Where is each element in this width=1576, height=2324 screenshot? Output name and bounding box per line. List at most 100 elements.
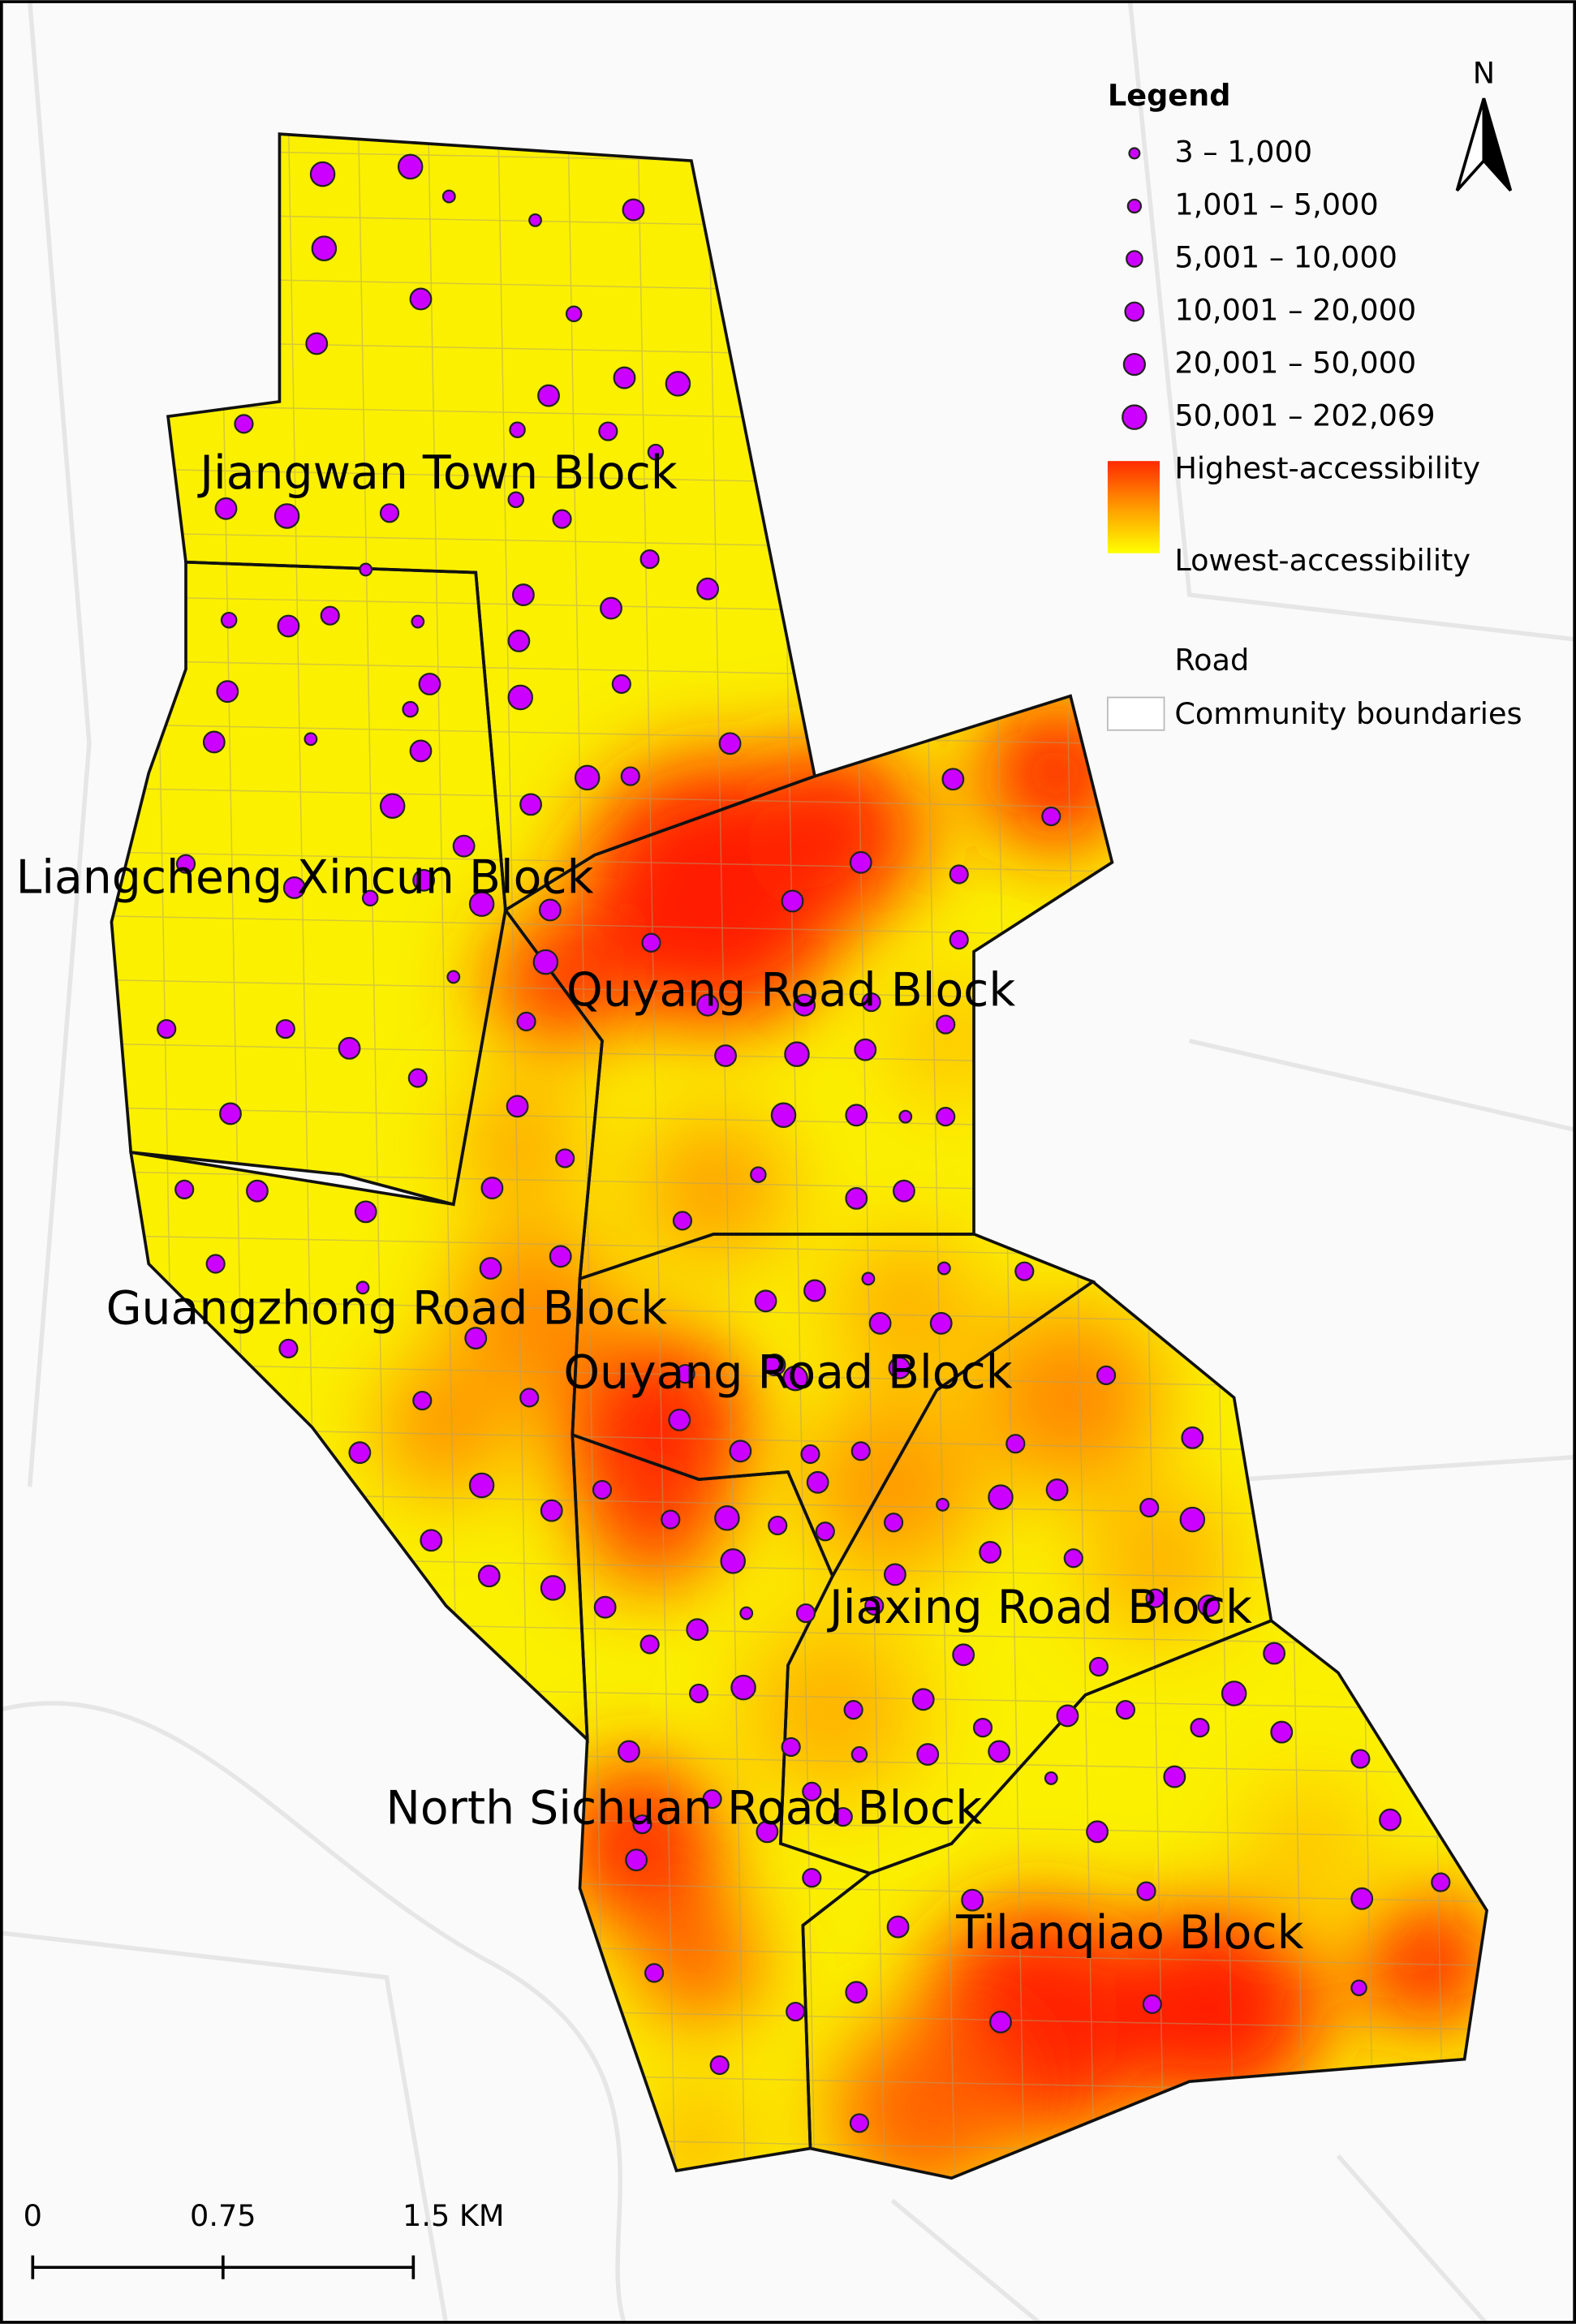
poi bbox=[409, 739, 433, 763]
heat-blob bbox=[639, 1115, 788, 1264]
poi bbox=[598, 421, 618, 441]
poi bbox=[1263, 1642, 1286, 1665]
poi bbox=[800, 1444, 820, 1465]
poi bbox=[509, 421, 526, 438]
poi bbox=[468, 1472, 495, 1499]
poi bbox=[464, 1327, 488, 1350]
poi bbox=[714, 1505, 740, 1531]
poi bbox=[883, 1563, 906, 1586]
poi bbox=[784, 1041, 810, 1067]
poi bbox=[507, 491, 524, 509]
poi bbox=[815, 1521, 835, 1542]
poi bbox=[845, 1186, 868, 1210]
poi bbox=[888, 1356, 911, 1379]
poi bbox=[1350, 1749, 1371, 1769]
poi bbox=[781, 1737, 801, 1758]
poi bbox=[1056, 1704, 1079, 1728]
poi bbox=[1139, 1497, 1160, 1518]
poi bbox=[552, 509, 572, 529]
poi bbox=[849, 2113, 870, 2133]
poi bbox=[1190, 1718, 1210, 1738]
legend-high: Highest-accessibility bbox=[1174, 451, 1480, 486]
poi bbox=[886, 1915, 910, 1939]
legend: Legend Highest-accessibility Lowest-acce… bbox=[1106, 78, 1522, 731]
poi bbox=[379, 503, 400, 523]
poi bbox=[782, 1365, 808, 1392]
poi bbox=[861, 1272, 876, 1286]
poi bbox=[304, 732, 318, 747]
poi bbox=[220, 611, 238, 629]
poi bbox=[868, 1311, 892, 1335]
poi bbox=[613, 366, 636, 389]
legend-title: Legend bbox=[1108, 78, 1231, 113]
poi bbox=[756, 1820, 779, 1844]
block-labels: Jiangwan Town Block Liangcheng Xincun Bl… bbox=[16, 446, 1304, 1960]
poi bbox=[320, 605, 340, 626]
poi bbox=[1044, 1771, 1058, 1785]
poi bbox=[1431, 1872, 1451, 1892]
legend-class: 20,001 – 50,000 bbox=[1174, 346, 1416, 381]
poi bbox=[234, 414, 254, 434]
north-label: N bbox=[1473, 55, 1495, 90]
poi bbox=[665, 371, 691, 397]
poi bbox=[861, 992, 881, 1013]
poi bbox=[477, 1564, 501, 1588]
poi bbox=[214, 497, 238, 520]
poi bbox=[833, 1806, 853, 1827]
poi bbox=[593, 1595, 617, 1619]
poi bbox=[540, 1499, 563, 1522]
poi bbox=[754, 1289, 777, 1313]
poi bbox=[538, 898, 562, 922]
poi bbox=[639, 549, 660, 570]
block-label: Guangzhong Road Block bbox=[106, 1282, 668, 1336]
poi bbox=[730, 1674, 756, 1701]
poi bbox=[537, 384, 560, 407]
heat-blob bbox=[1360, 1896, 1488, 2030]
poi bbox=[506, 1095, 529, 1118]
poi bbox=[696, 577, 719, 600]
block-label: Tilanqiao Block bbox=[955, 1906, 1303, 1960]
poi bbox=[361, 889, 379, 907]
poi bbox=[157, 1018, 177, 1039]
poi bbox=[1179, 1506, 1206, 1533]
poi bbox=[397, 153, 424, 180]
poi bbox=[407, 1068, 428, 1088]
heat-blob bbox=[1248, 1784, 1368, 1904]
poi bbox=[205, 1254, 226, 1274]
poi bbox=[675, 1363, 695, 1384]
poi bbox=[574, 764, 601, 791]
north-arrow: N bbox=[1455, 55, 1513, 192]
block-label: Jiaxing Road Block bbox=[827, 1581, 1252, 1634]
block-label: Liangcheng Xincun Block bbox=[16, 850, 594, 904]
legend-road: Road bbox=[1174, 643, 1249, 678]
poi bbox=[219, 1102, 242, 1125]
poi bbox=[412, 868, 436, 892]
heat-blob bbox=[743, 1620, 922, 1800]
scale-label: 0.75 bbox=[190, 2198, 256, 2233]
poi bbox=[661, 1509, 681, 1530]
poi bbox=[883, 1513, 904, 1533]
poi bbox=[1096, 1365, 1117, 1385]
poi bbox=[647, 443, 665, 461]
poi bbox=[709, 2055, 730, 2076]
poi bbox=[311, 235, 338, 261]
poi bbox=[1163, 1765, 1186, 1788]
legend-low: Lowest-accessibility bbox=[1174, 543, 1471, 578]
poi bbox=[850, 1441, 871, 1461]
poi bbox=[1197, 1594, 1221, 1617]
poi bbox=[720, 1548, 746, 1574]
poi bbox=[714, 1044, 737, 1067]
legend-boundaries: Community boundaries bbox=[1174, 696, 1522, 731]
poi bbox=[277, 614, 300, 638]
poi bbox=[1014, 1261, 1035, 1281]
block-label: North Sichuan Road Block bbox=[385, 1781, 982, 1835]
poi bbox=[565, 305, 583, 323]
heat-blob bbox=[981, 1308, 1160, 1487]
legend-class: 10,001 – 20,000 bbox=[1174, 293, 1416, 328]
poi bbox=[202, 730, 226, 754]
heat-blob bbox=[803, 1397, 982, 1577]
poi bbox=[802, 1868, 822, 1888]
legend-symbol bbox=[1126, 198, 1143, 214]
poi bbox=[989, 2010, 1012, 2034]
poi bbox=[555, 1148, 575, 1168]
